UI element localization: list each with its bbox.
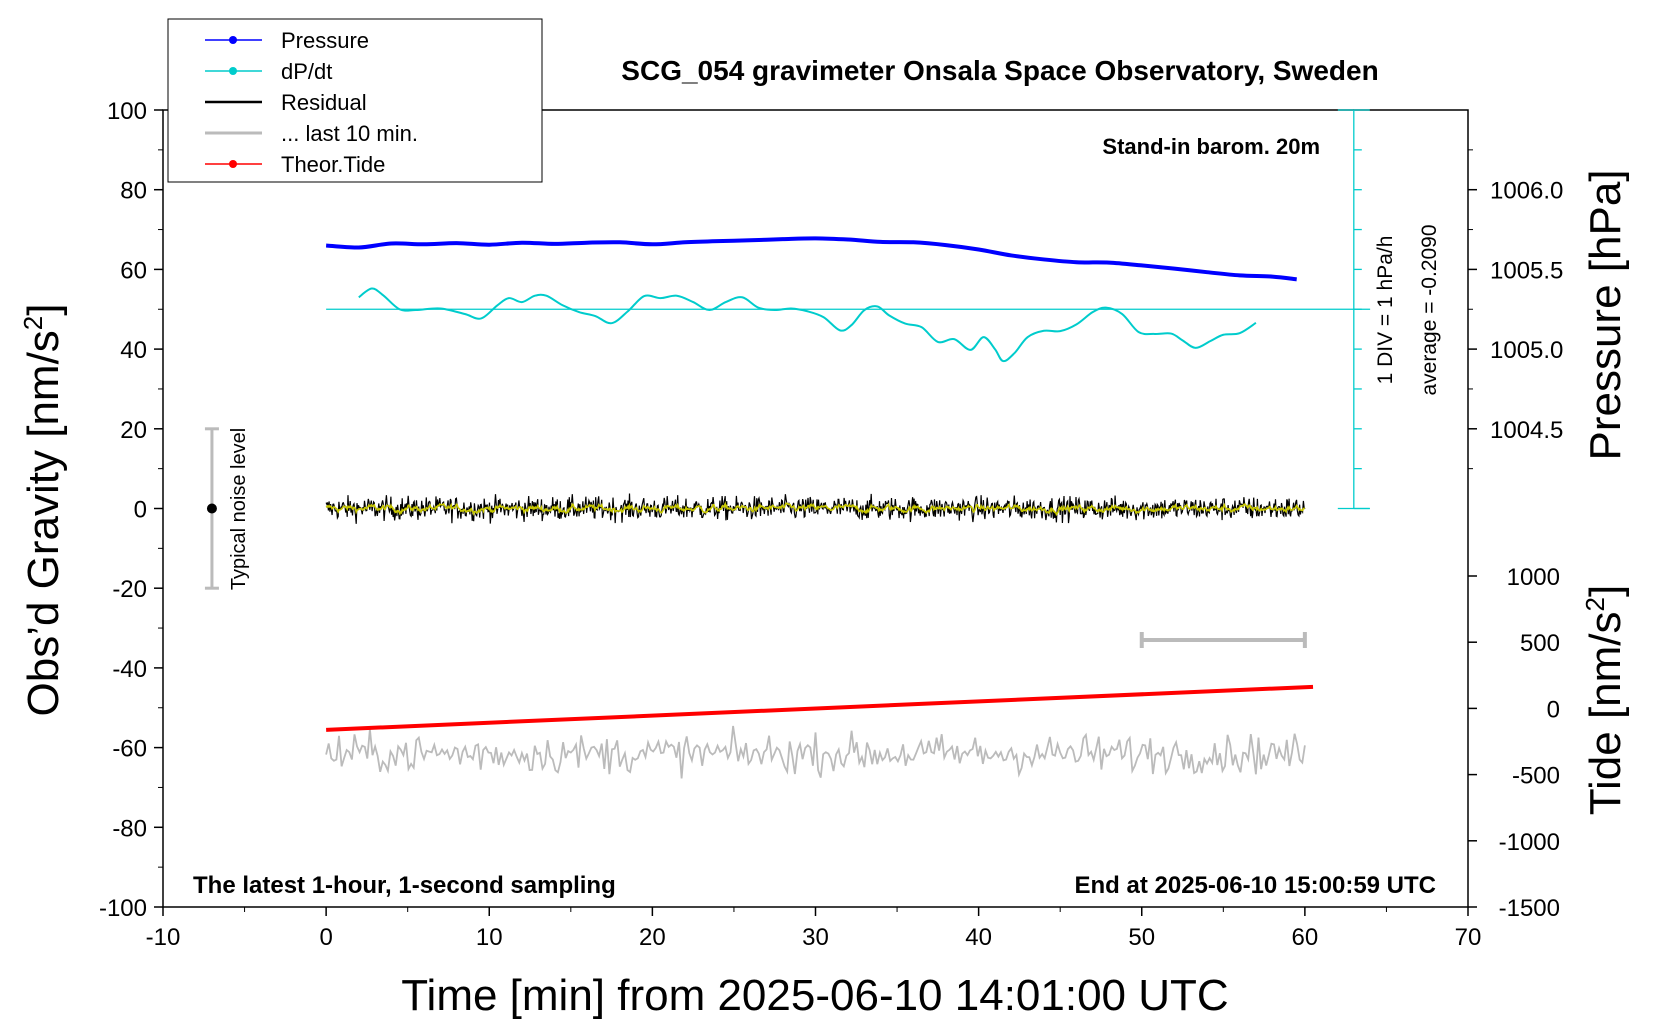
x-axis-label: Time [min] from 2025-06-10 14:01:00 UTC [401, 971, 1228, 1020]
legend-marker [229, 36, 237, 44]
stand-in-note: Stand-in barom. 20m [1102, 134, 1320, 159]
y-tick-label: 60 [120, 257, 147, 284]
legend-marker [229, 67, 237, 75]
y-tick-label: 0 [134, 497, 147, 524]
x-tick-label: 60 [1292, 924, 1319, 951]
legend-label: Theor.Tide [281, 152, 385, 177]
y-axis-left-label-main: Obs’d Gravity [nm/s [19, 330, 68, 716]
y-tick-label: 100 [107, 98, 147, 125]
series-dpdt-line [358, 287, 1257, 363]
noise-level-note: Typical noise level [228, 428, 250, 590]
legend-label: Pressure [281, 28, 369, 53]
series-residual-line [325, 493, 1306, 524]
tide-tick-label: 1000 [1507, 564, 1560, 591]
y-axis-right-bottom-label: Tide [nm/s2] [1580, 585, 1630, 815]
x-tick-label: 40 [965, 924, 992, 951]
chart-title: SCG_054 gravimeter Onsala Space Observat… [621, 55, 1378, 86]
average-note: average = -0.2090 [1418, 224, 1441, 395]
x-tick-label: -10 [146, 924, 181, 951]
x-tick-label: 0 [319, 924, 332, 951]
pressure-tick-label: 1005.0 [1490, 337, 1563, 364]
legend-label: Residual [281, 90, 367, 115]
y-axis-left-label: Obs’d Gravity [nm/s2] [18, 303, 68, 716]
y-axis-right-bottom-label-sup: 2 [1580, 597, 1610, 611]
y-tick-label: -100 [99, 895, 147, 922]
bottom-right-note: End at 2025-06-10 15:00:59 UTC [1075, 872, 1437, 899]
pressure-tick-label: 1004.5 [1490, 417, 1563, 444]
y-axis-right-bottom-label-main: Tide [nm/s [1581, 611, 1630, 815]
y-axis-right-bottom-label-end: ] [1581, 585, 1630, 597]
tide-tick-label: 500 [1520, 630, 1560, 657]
tide-tick-label: 0 [1547, 696, 1560, 723]
y-tick-label: 40 [120, 337, 147, 364]
legend: Pressure dP/dt Residual ... last 10 min. The… [167, 18, 543, 183]
noise-bar-center-dot [206, 503, 217, 514]
y-tick-label: -80 [112, 815, 147, 842]
y-tick-label: -20 [112, 576, 147, 603]
x-tick-label: 20 [639, 924, 666, 951]
series-theor-tide-line [326, 684, 1314, 732]
series-group [204, 109, 1371, 779]
y-tick-label: 20 [120, 417, 147, 444]
div-scale-note: 1 DIV = 1 hPa/h [1374, 236, 1397, 385]
x-tick-label: 30 [802, 924, 829, 951]
x-tick-label: 10 [476, 924, 503, 951]
axis-ticks: -10 0 10 20 30 40 50 60 70100806040200-20-40-60-… [99, 98, 1563, 951]
y-axis-right-top-label: Pressure [hPa] [1581, 169, 1630, 460]
x-tick-label: 70 [1455, 924, 1482, 951]
y-tick-label: -60 [112, 736, 147, 763]
y-tick-label: 80 [120, 178, 147, 205]
legend-label: ... last 10 min. [281, 121, 418, 146]
series-last10min-line [325, 725, 1306, 779]
tide-tick-label: -1500 [1499, 895, 1560, 922]
bottom-left-note: The latest 1-hour, 1-second sampling [193, 872, 616, 899]
y-axis-left-label-sup: 2 [18, 316, 48, 330]
legend-label: dP/dt [281, 59, 332, 84]
x-tick-label: 50 [1128, 924, 1155, 951]
legend-marker [229, 160, 237, 168]
pressure-tick-label: 1006.0 [1490, 178, 1563, 205]
pressure-tick-label: 1005.5 [1490, 257, 1563, 284]
series-pressure-line [325, 236, 1297, 282]
y-tick-label: -40 [112, 656, 147, 683]
legend-box [167, 18, 543, 183]
tide-tick-label: -1000 [1499, 829, 1560, 856]
tide-tick-label: -500 [1512, 763, 1560, 790]
y-axis-left-label-end: ] [19, 303, 68, 315]
series-residual-smoothed-line [325, 501, 1305, 517]
